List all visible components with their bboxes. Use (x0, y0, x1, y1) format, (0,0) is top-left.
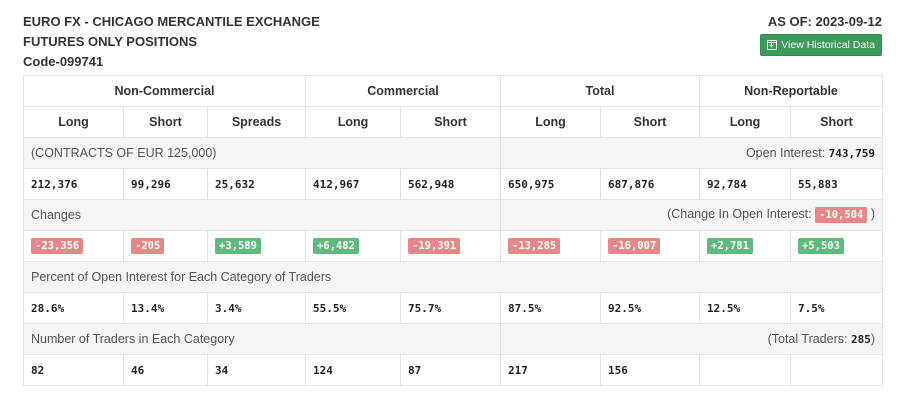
group-non-commercial: Non-Commercial (23, 75, 306, 107)
table-cell: 156 (600, 354, 700, 386)
traders-label: Number of Traders in Each Category (23, 323, 501, 355)
table-cell: 28.6% (23, 292, 124, 324)
open-interest-value: 743,759 (828, 147, 875, 160)
percent-section-row: Percent of Open Interest for Each Catego… (23, 261, 883, 293)
table-cell: +2,781 (699, 230, 791, 262)
group-commercial: Commercial (305, 75, 501, 107)
table-cell: 650,975 (500, 168, 601, 200)
table-cell: -16,007 (600, 230, 700, 262)
cot-table: Non-Commercial Commercial Total Non-Repo… (23, 75, 883, 386)
view-historical-data-label: View Historical Data (781, 39, 875, 51)
traders-row: 82 46 34 124 87 217 156 (23, 354, 883, 386)
table-cell: 687,876 (600, 168, 700, 200)
changes-row: -23,356 -205 +3,589 +6,482 -19,391 -13,2… (23, 230, 883, 262)
changes-section-row: Changes (Change In Open Interest: -10,50… (23, 199, 883, 231)
report-meta: AS OF: 2023-09-12 View Historical Data (760, 12, 882, 56)
percent-row: 28.6% 13.4% 3.4% 55.5% 75.7% 87.5% 92.5%… (23, 292, 883, 324)
column-header-row: Long Short Spreads Long Short Long Short… (23, 106, 883, 138)
table-cell: 87.5% (500, 292, 601, 324)
col-comm-long: Long (305, 106, 401, 138)
table-cell: -23,356 (23, 230, 124, 262)
total-traders-suffix: ) (870, 332, 875, 346)
open-interest: Open Interest: 743,759 (500, 137, 883, 169)
total-traders-value: 285 (850, 333, 871, 346)
table-cell: 92.5% (600, 292, 700, 324)
change-badge: -13,285 (508, 238, 561, 254)
table-cell: 99,296 (123, 168, 208, 200)
change-badge: -19,391 (408, 238, 461, 254)
table-cell: 46 (123, 354, 208, 386)
contracts-section-row: (CONTRACTS OF EUR 125,000) Open Interest… (23, 137, 883, 169)
col-nonrep-long: Long (699, 106, 791, 138)
traders-section-row: Number of Traders in Each Category (Tota… (23, 323, 883, 355)
table-cell: 7.5% (790, 292, 883, 324)
view-historical-data-button[interactable]: View Historical Data (760, 34, 882, 56)
table-cell: 412,967 (305, 168, 401, 200)
change-oi-badge: -10,504 (815, 207, 868, 223)
contracts-label: (CONTRACTS OF EUR 125,000) (23, 137, 501, 169)
table-cell: 87 (400, 354, 501, 386)
report-title: EURO FX - CHICAGO MERCANTILE EXCHANGE (23, 14, 320, 29)
table-cell: 217 (500, 354, 601, 386)
open-interest-label: Open Interest: (745, 146, 829, 160)
change-badge: +2,781 (707, 238, 753, 254)
table-cell: 12.5% (699, 292, 791, 324)
table-cell: +6,482 (305, 230, 401, 262)
table-cell: 13.4% (123, 292, 208, 324)
contracts-row: 212,376 99,296 25,632 412,967 562,948 65… (23, 168, 883, 200)
group-total: Total (500, 75, 700, 107)
table-cell: 55,883 (790, 168, 883, 200)
table-cell: +3,589 (207, 230, 306, 262)
table-cell: -19,391 (400, 230, 501, 262)
col-noncomm-long: Long (23, 106, 124, 138)
table-cell: -205 (123, 230, 208, 262)
table-cell: 34 (207, 354, 306, 386)
table-cell: -13,285 (500, 230, 601, 262)
change-badge: -23,356 (31, 238, 84, 254)
calendar-plus-icon (767, 40, 778, 50)
table-cell: 55.5% (305, 292, 401, 324)
col-nonrep-short: Short (790, 106, 883, 138)
col-comm-short: Short (400, 106, 501, 138)
changes-label: Changes (23, 199, 501, 231)
change-badge: -205 (131, 238, 165, 254)
table-cell (699, 354, 791, 386)
col-total-long: Long (500, 106, 601, 138)
change-badge: +6,482 (313, 238, 359, 254)
change-badge: +5,503 (798, 238, 844, 254)
group-non-reportable: Non-Reportable (699, 75, 883, 107)
total-traders-prefix: (Total Traders: (767, 332, 851, 346)
table-cell: +5,503 (790, 230, 883, 262)
total-traders: (Total Traders: 285) (500, 323, 883, 355)
table-cell: 82 (23, 354, 124, 386)
table-cell: 212,376 (23, 168, 124, 200)
table-cell (790, 354, 883, 386)
table-cell: 562,948 (400, 168, 501, 200)
table-cell: 124 (305, 354, 401, 386)
table-cell: 25,632 (207, 168, 306, 200)
as-of-date: AS OF: 2023-09-12 (767, 14, 882, 29)
table-cell: 92,784 (699, 168, 791, 200)
percent-label: Percent of Open Interest for Each Catego… (23, 261, 883, 293)
change-open-interest: (Change In Open Interest: -10,504 ) (500, 199, 883, 231)
change-badge: -16,007 (608, 238, 661, 254)
table-cell: 3.4% (207, 292, 306, 324)
change-badge: +3,589 (215, 238, 261, 254)
change-oi-suffix: ) (867, 207, 875, 221)
report-title-block: EURO FX - CHICAGO MERCANTILE EXCHANGE FU… (23, 12, 320, 72)
report-subtitle: FUTURES ONLY POSITIONS (23, 34, 198, 49)
col-noncomm-spreads: Spreads (207, 106, 306, 138)
change-oi-prefix: (Change In Open Interest: (667, 207, 816, 221)
report-code: Code-099741 (23, 54, 104, 69)
group-header-row: Non-Commercial Commercial Total Non-Repo… (23, 75, 883, 107)
col-noncomm-short: Short (123, 106, 208, 138)
table-cell: 75.7% (400, 292, 501, 324)
col-total-short: Short (600, 106, 700, 138)
